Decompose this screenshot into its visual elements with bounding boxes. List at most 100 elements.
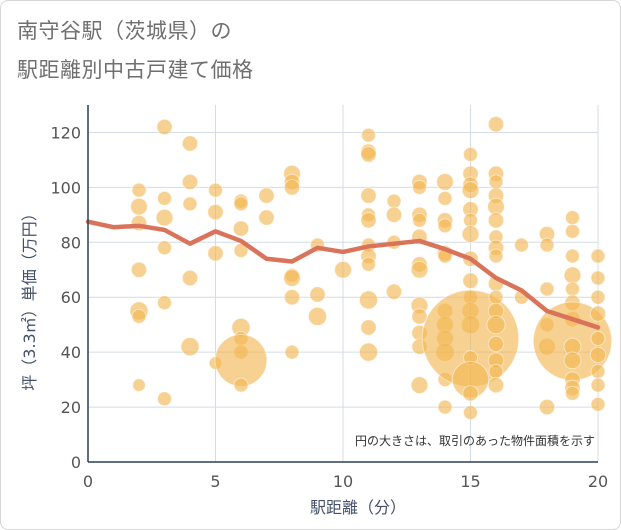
data-bubble	[258, 187, 275, 204]
data-bubble	[155, 208, 174, 227]
y-tick-label: 100	[50, 178, 81, 197]
data-bubble	[360, 146, 377, 163]
x-tick-label: 15	[460, 472, 480, 491]
data-bubble	[437, 190, 453, 206]
data-bubble	[156, 118, 173, 136]
data-bubble	[309, 286, 326, 303]
data-bubble	[361, 127, 376, 143]
average-price-line	[85, 219, 601, 330]
data-bubble	[182, 196, 198, 212]
data-bubble	[181, 269, 199, 287]
data-bubble	[361, 256, 376, 272]
data-bubble	[258, 209, 275, 226]
data-bubble	[486, 315, 506, 335]
data-bubble	[565, 210, 580, 226]
data-bubble	[565, 281, 580, 297]
data-bubble	[539, 281, 555, 297]
axes-layer	[87, 105, 598, 463]
x-tick-label: 5	[210, 472, 220, 491]
data-bubble	[590, 289, 606, 305]
data-bubble	[487, 212, 505, 229]
x-tick-label: 20	[588, 472, 608, 491]
data-bubble	[334, 260, 352, 279]
y-tick-label: 20	[61, 398, 81, 417]
y-tick-label: 0	[71, 453, 81, 472]
data-bubble	[283, 289, 301, 306]
data-bubble	[232, 220, 250, 237]
data-bubble	[462, 385, 479, 402]
data-bubble	[565, 385, 580, 401]
data-bubble	[283, 179, 301, 196]
data-bubble	[461, 181, 480, 200]
data-bubble	[590, 363, 606, 379]
data-bubble	[589, 346, 607, 364]
data-bubble	[487, 116, 505, 133]
data-bubble	[565, 223, 580, 239]
data-bubble	[412, 179, 427, 195]
data-bubble	[590, 270, 606, 286]
chart-title-line1: 南守谷駅（茨城県）の	[17, 19, 232, 43]
data-bubble	[565, 248, 580, 264]
data-bubble	[463, 146, 478, 162]
y-tick-label: 40	[61, 343, 81, 362]
data-bubble	[563, 351, 582, 370]
data-bubble	[157, 240, 172, 256]
data-bubble	[360, 187, 377, 204]
data-bubble	[157, 391, 172, 407]
y-tick-label: 60	[61, 288, 81, 307]
data-bubble	[462, 272, 479, 289]
data-bubble	[358, 342, 379, 362]
average-line-layer	[85, 219, 601, 330]
y-tick-labels: 0 20 40 60 80 100 120	[50, 123, 81, 472]
data-bubble	[385, 283, 403, 300]
data-bubble	[514, 237, 529, 253]
data-bubble	[488, 248, 504, 264]
data-bubble	[360, 212, 377, 229]
data-bubble	[563, 266, 582, 285]
data-bubble	[437, 399, 453, 415]
data-bubble	[130, 197, 148, 216]
data-bubble	[157, 295, 172, 311]
y-tick-label: 80	[61, 233, 81, 252]
data-bubble	[385, 206, 403, 224]
data-bubble	[207, 245, 224, 262]
y-tick-label: 120	[50, 123, 81, 142]
data-bubble	[488, 289, 504, 305]
data-bubble	[589, 305, 607, 322]
x-tick-label: 0	[83, 472, 93, 491]
y-axis-label: 坪（3.3㎡）単価（万円）	[20, 205, 39, 390]
data-bubble	[590, 330, 606, 346]
size-note: 円の大きさは、取引のあった物件面積を示す	[355, 433, 595, 448]
data-bubble	[157, 190, 172, 206]
data-bubble	[283, 269, 301, 287]
data-bubble	[132, 378, 146, 392]
grid-lines	[88, 105, 599, 462]
data-bubble	[284, 344, 300, 360]
data-bubble	[487, 376, 505, 394]
data-bubble	[386, 193, 402, 209]
data-bubble	[461, 225, 480, 243]
data-bubble	[487, 335, 505, 353]
data-bubble	[488, 363, 504, 379]
data-bubble	[358, 290, 379, 310]
data-bubble	[130, 261, 148, 278]
x-tick-label: 10	[333, 472, 353, 491]
data-bubble	[131, 182, 147, 198]
data-bubble	[233, 377, 249, 393]
data-bubble	[180, 337, 200, 357]
data-bubble	[437, 218, 453, 234]
data-bubble	[131, 308, 147, 324]
data-bubble	[360, 319, 377, 336]
data-bubble	[590, 396, 606, 412]
data-bubble	[208, 182, 223, 198]
data-bubble	[207, 203, 224, 221]
data-bubble	[463, 405, 478, 421]
data-bubble	[410, 376, 429, 395]
data-bubble	[410, 260, 429, 279]
chart-title-line2: 駅距離別中古戸建て価格	[17, 58, 254, 82]
data-bubble	[539, 237, 555, 253]
data-bubble	[181, 173, 199, 191]
x-tick-labels: 0 5 10 15 20	[83, 472, 608, 491]
